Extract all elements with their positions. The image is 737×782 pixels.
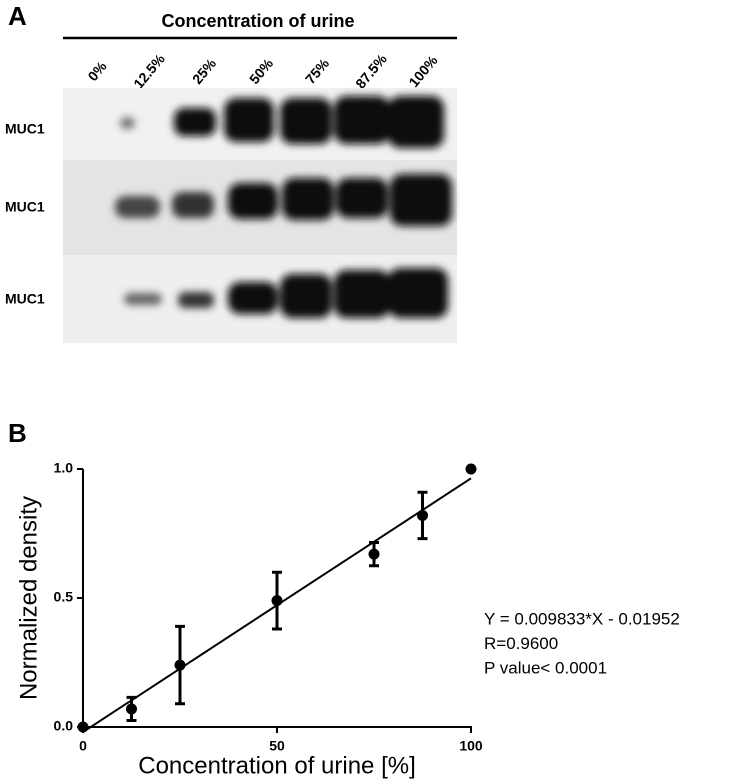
row-label: MUC1 [5,121,45,137]
lane-label: 12.5% [130,50,168,91]
lane-label: 25% [189,55,220,87]
lane-labels: 0% 12.5% 25% 50% 75% 87.5% 100% [84,50,441,91]
x-tick-label: 0 [79,738,87,754]
lane-label: 0% [84,58,110,84]
annotation: P value< 0.0001 [484,658,607,677]
data-point [417,509,428,521]
y-tick-label: 0.0 [54,718,74,734]
row-label: MUC1 [5,199,45,215]
data-point [174,659,186,671]
blot [63,88,457,343]
data-point [368,548,380,560]
data-point [465,463,477,475]
y-axis-label: Normalized density [15,496,42,700]
lane-label: 87.5% [352,50,390,91]
x-axis-label: Concentration of urine [%] [138,752,416,779]
y-tick-label: 0.5 [54,589,74,605]
panel-label: A [8,1,27,31]
blot-header: Concentration of urine [162,11,355,31]
bands [115,96,452,318]
data-point [126,703,137,715]
annotation: Y = 0.009833*X - 0.01952 [484,609,680,628]
x-tick-label: 100 [459,738,483,754]
data-point [77,721,89,733]
lane-label: 75% [302,55,333,87]
lane-label: 50% [246,55,277,87]
plot: 0 50 100 0.0 0.5 1.0 [54,460,483,754]
panel-label: B [8,418,27,448]
row-label: MUC1 [5,291,45,307]
x-tick-label: 50 [269,738,285,754]
data-point [271,595,283,607]
y-tick-label: 1.0 [54,460,74,476]
annotation: R=0.9600 [484,634,558,653]
lane-label: 100% [405,52,441,90]
